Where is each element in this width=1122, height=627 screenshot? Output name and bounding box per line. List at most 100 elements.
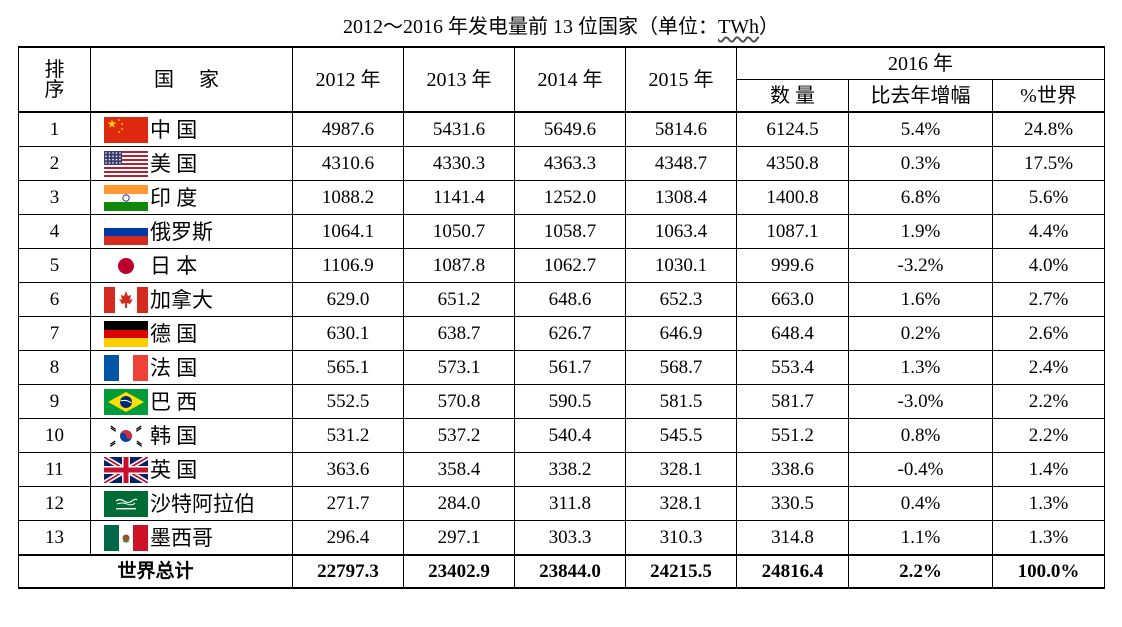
value-2014: 540.4 [514, 418, 626, 453]
brazil-flag-icon [104, 388, 148, 415]
value-2014: 626.7 [514, 316, 626, 351]
header-2015: 2015 年 [625, 46, 737, 113]
country-cell: 韩 国 [90, 418, 293, 453]
growth-cell: 0.2% [848, 316, 993, 351]
canada-flag-icon [104, 286, 148, 313]
rank-cell: 8 [18, 350, 91, 385]
uk-flag-icon [104, 456, 148, 483]
value-2013: 638.7 [403, 316, 515, 351]
share-cell: 2.2% [992, 384, 1105, 419]
mexico-flag-icon [104, 524, 148, 551]
value-2016: 314.8 [736, 520, 849, 556]
value-2012: 531.2 [292, 418, 404, 453]
value-2013: 651.2 [403, 282, 515, 317]
total-v2016: 24816.4 [736, 554, 849, 589]
value-2012: 271.7 [292, 486, 404, 521]
share-cell: 24.8% [992, 111, 1105, 147]
title-main: 2012～2016 年发电量前 13 位国家（单位： [342, 16, 718, 38]
header-growth: 比去年增幅 [848, 79, 993, 113]
rank-cell: 10 [18, 418, 91, 453]
value-2015: 1308.4 [625, 180, 737, 215]
saudi-flag-icon [104, 490, 148, 517]
value-2015: 310.3 [625, 520, 737, 556]
share-cell: 4.4% [992, 214, 1105, 249]
country-name: 印 度 [150, 185, 198, 210]
value-2014: 4363.3 [514, 146, 626, 181]
value-2012: 1106.9 [292, 248, 404, 283]
header-rank: 排序 [18, 46, 91, 113]
value-2016: 4350.8 [736, 146, 849, 181]
rank-cell: 6 [18, 282, 91, 317]
value-2014: 311.8 [514, 486, 626, 521]
header-2014: 2014 年 [514, 46, 626, 113]
share-cell: 1.4% [992, 452, 1105, 487]
value-2013: 570.8 [403, 384, 515, 419]
country-name: 日 本 [150, 253, 198, 278]
value-2016: 6124.5 [736, 111, 849, 147]
table-row-5: 5 日 本 1106.9 1087.8 1062.7 1030.1 999.6 … [18, 248, 1105, 283]
table-row-3: 3 印 度 1088.2 1141.4 1252.0 1308.4 1400.8… [18, 180, 1105, 215]
value-2013: 573.1 [403, 350, 515, 385]
country-name: 韩 国 [150, 423, 198, 448]
header-rank-2: 序 [44, 78, 65, 101]
table-row-13: 13 墨西哥 296.4 297.1 303.3 310.3 314.8 1.1… [18, 520, 1105, 556]
table-title: 2012～2016 年发电量前 13 位国家（单位：TWh） [0, 14, 1122, 40]
table-row-7: 7 德 国 630.1 638.7 626.7 646.9 648.4 0.2%… [18, 316, 1105, 351]
title-close: ） [759, 16, 780, 38]
value-2015: 581.5 [625, 384, 737, 419]
value-2012: 565.1 [292, 350, 404, 385]
value-2015: 4348.7 [625, 146, 737, 181]
value-2012: 630.1 [292, 316, 404, 351]
usa-flag-icon [104, 150, 148, 177]
table-row-10: 10 韩 国 531.2 537.2 540.4 545.5 551.2 0.8… [18, 418, 1105, 453]
value-2015: 1030.1 [625, 248, 737, 283]
korea-flag-icon [104, 422, 148, 449]
value-2014: 1062.7 [514, 248, 626, 283]
table-row-12: 12 沙特阿拉伯 271.7 284.0 311.8 328.1 330.5 0… [18, 486, 1105, 521]
country-cell: 俄罗斯 [90, 214, 293, 249]
total-v2013: 23402.9 [403, 554, 515, 589]
value-2012: 363.6 [292, 452, 404, 487]
country-name: 巴 西 [150, 389, 198, 414]
russia-flag-icon [104, 218, 148, 245]
share-cell: 17.5% [992, 146, 1105, 181]
country-name: 沙特阿拉伯 [150, 491, 255, 516]
rank-cell: 2 [18, 146, 91, 181]
value-2013: 537.2 [403, 418, 515, 453]
share-cell: 5.6% [992, 180, 1105, 215]
value-2013: 5431.6 [403, 111, 515, 147]
country-name: 德 国 [150, 321, 198, 346]
total-v2014: 23844.0 [514, 554, 626, 589]
value-2015: 328.1 [625, 452, 737, 487]
country-name: 墨西哥 [150, 525, 213, 550]
growth-cell: -3.0% [848, 384, 993, 419]
country-name: 法 国 [150, 355, 198, 380]
header-quantity: 数 量 [736, 79, 849, 113]
header-rank-1: 排 [44, 58, 65, 81]
value-2016: 1400.8 [736, 180, 849, 215]
value-2013: 1141.4 [403, 180, 515, 215]
country-name: 俄罗斯 [150, 219, 213, 244]
value-2016: 330.5 [736, 486, 849, 521]
total-v2012: 22797.3 [292, 554, 404, 589]
country-cell: 沙特阿拉伯 [90, 486, 293, 521]
value-2013: 1087.8 [403, 248, 515, 283]
value-2013: 297.1 [403, 520, 515, 556]
value-2013: 358.4 [403, 452, 515, 487]
country-cell: 法 国 [90, 350, 293, 385]
value-2014: 338.2 [514, 452, 626, 487]
value-2014: 590.5 [514, 384, 626, 419]
value-2015: 545.5 [625, 418, 737, 453]
value-2016: 338.6 [736, 452, 849, 487]
rank-cell: 7 [18, 316, 91, 351]
growth-cell: 0.4% [848, 486, 993, 521]
growth-cell: 1.9% [848, 214, 993, 249]
table-row-1: 1 中 国 4987.6 5431.6 5649.6 5814.6 6124.5… [18, 111, 1105, 147]
rank-cell: 1 [18, 111, 91, 147]
total-growth: 2.2% [848, 554, 993, 589]
header-2012: 2012 年 [292, 46, 404, 113]
country-name: 中 国 [150, 117, 198, 142]
growth-cell: 0.8% [848, 418, 993, 453]
value-2013: 1050.7 [403, 214, 515, 249]
title-unit: TWh [717, 16, 760, 38]
